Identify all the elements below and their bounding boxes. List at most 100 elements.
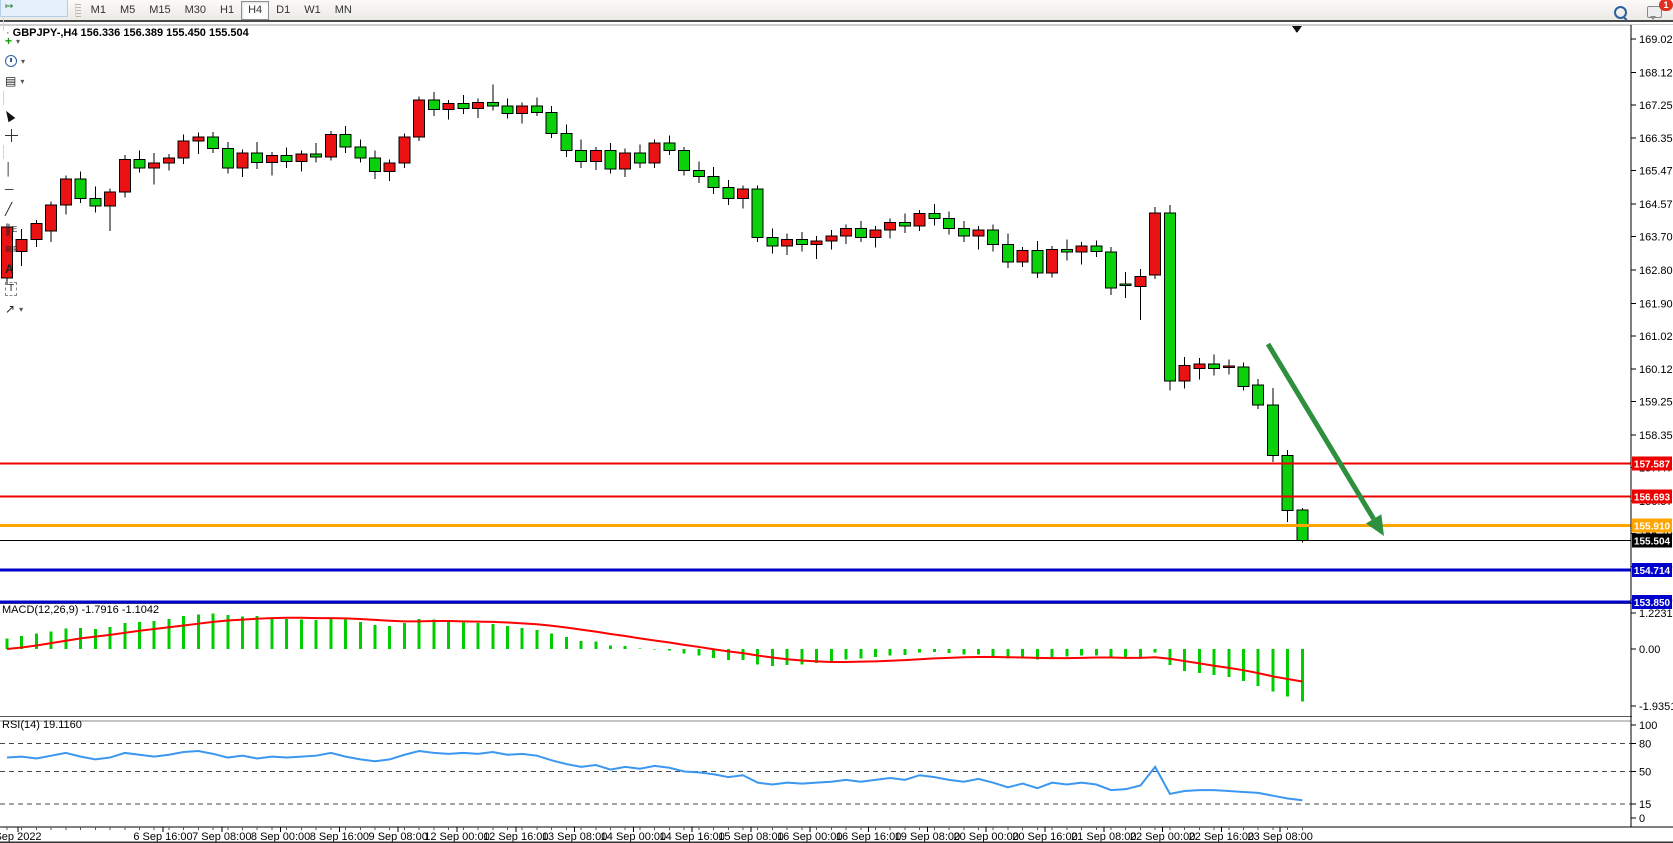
time-axis-label: 7 Sep 08:00 — [192, 831, 251, 843]
window-bottom-edge — [0, 841, 1673, 843]
candle — [1031, 241, 1044, 279]
candle-body — [207, 136, 220, 149]
price-tick-label: 165.475 — [1639, 166, 1673, 178]
candle — [737, 185, 749, 209]
timeframe-m5[interactable]: M5 — [119, 3, 136, 16]
macd-histogram-bar — [344, 619, 348, 649]
indicators-dropdown-icon[interactable]: ▾ — [16, 36, 21, 46]
macd-histogram-bar — [211, 613, 215, 649]
timeframe-m15[interactable]: M15 — [149, 3, 171, 16]
macd-histogram-bar — [1300, 649, 1304, 702]
candle — [589, 146, 602, 170]
candle — [133, 150, 146, 173]
candle — [339, 125, 352, 154]
candle — [1149, 206, 1162, 280]
macd-histogram-bar — [785, 649, 789, 666]
macd-histogram-bar — [550, 633, 554, 649]
vline-tool-icon: │ — [5, 162, 13, 176]
candle — [781, 233, 794, 256]
candle — [354, 139, 367, 163]
macd-histogram-bar — [285, 618, 289, 649]
hline-tool-button[interactable]: ─ — [0, 179, 68, 199]
candle — [1193, 358, 1206, 380]
crosshair-tool-button[interactable] — [0, 125, 68, 145]
time-axis-label: 22 Sep 00:00 — [1130, 831, 1195, 843]
macd-histogram-bar — [255, 616, 259, 649]
macd-signal-line — [6, 616, 1303, 683]
macd-histogram-bar — [962, 649, 966, 655]
macd-histogram-bar — [609, 645, 613, 649]
candle-body — [854, 227, 867, 238]
label-tool-button[interactable]: T — [0, 279, 68, 299]
macd-min-label: -1.9351 — [1639, 701, 1673, 713]
periods-button[interactable]: ▾ — [0, 51, 68, 71]
macd-histogram-bar — [1212, 649, 1216, 675]
timeframe-mn[interactable]: MN — [334, 3, 352, 16]
candle — [295, 150, 308, 172]
search-button[interactable] — [1609, 2, 1632, 22]
candle — [1266, 387, 1279, 463]
candle — [104, 188, 117, 231]
toolbar-buttons: +新订单◆☻◉●自动交易⊕⊖⊞▶↦+▾▾▤▾│─╱∥E≡FAT↗▾ — [0, 0, 68, 319]
cursor-tool-button[interactable] — [0, 105, 68, 125]
price-tick-label: 161.025 — [1639, 331, 1673, 343]
candle-body — [1163, 212, 1176, 382]
price-tick-label: 159.250 — [1639, 397, 1673, 409]
candle — [501, 98, 514, 119]
macd-histogram-bar — [167, 618, 171, 649]
time-axis-label: 6 Sep 16:00 — [133, 831, 192, 843]
candle-body — [530, 105, 543, 113]
candle — [575, 139, 588, 168]
timeframe-d1[interactable]: D1 — [276, 3, 291, 16]
fibonacci-tool-button[interactable]: ≡ F — [0, 239, 68, 259]
macd-histogram-bar — [329, 618, 333, 649]
macd-histogram-bar — [373, 624, 377, 649]
macd-histogram-bar — [1168, 649, 1172, 666]
timeframe-h4[interactable]: H4 — [241, 0, 270, 20]
time-axis-label: 23 Sep 08:00 — [1247, 831, 1312, 843]
macd-histogram-bar — [932, 649, 936, 652]
timeframe-h1[interactable]: H1 — [220, 3, 235, 16]
candle — [987, 224, 1000, 252]
chart-shift-marker[interactable] — [1292, 26, 1302, 33]
candle-body — [354, 146, 367, 159]
channel-tool-button[interactable]: ∥ E — [0, 219, 68, 239]
price-label-box — [1632, 594, 1672, 609]
rsi-tick-label: 15 — [1639, 799, 1651, 811]
time-axis-label: 8 Sep 16:00 — [310, 831, 369, 843]
notifications-button[interactable]: 1 — [1642, 0, 1673, 22]
rsi-tick-label: 100 — [1639, 720, 1657, 732]
templates-dropdown-icon[interactable]: ▾ — [20, 76, 25, 86]
time-axis-label: 19 Sep 08:00 — [895, 831, 960, 843]
arrows-tool-button[interactable]: ↗ ▾ — [0, 299, 68, 319]
timeframe-m1[interactable]: M1 — [90, 3, 106, 16]
candle — [928, 203, 941, 226]
candle — [442, 100, 455, 120]
templates-button[interactable]: ▤ ▾ — [0, 71, 68, 91]
price-tick-label: 166.350 — [1639, 133, 1673, 145]
chart-shift-button[interactable]: ↦ — [0, 0, 68, 17]
macd-indicator — [5, 613, 1304, 702]
candle — [59, 175, 72, 215]
candle-body — [913, 213, 926, 227]
periods-dropdown-icon[interactable]: ▾ — [21, 56, 26, 66]
trendline-tool-button[interactable]: ╱ — [0, 199, 68, 219]
candle — [89, 186, 102, 213]
candle-body — [928, 213, 941, 220]
text-tool-icon: A — [5, 262, 14, 276]
candle — [1281, 449, 1294, 523]
indicators-button[interactable]: + ▾ — [0, 31, 68, 51]
macd-histogram-bar — [903, 649, 907, 655]
toolbar: +新订单◆☻◉●自动交易⊕⊖⊞▶↦+▾▾▤▾│─╱∥E≡FAT↗▾ M1M5M1… — [0, 0, 1673, 315]
vline-tool-button[interactable]: │ — [0, 159, 68, 179]
timeframe-m30[interactable]: M30 — [184, 3, 207, 16]
candle — [1163, 205, 1176, 391]
timeframe-w1[interactable]: W1 — [304, 3, 321, 16]
arrows-tool-dropdown-icon[interactable]: ▾ — [19, 304, 24, 314]
macd-histogram-bar — [697, 649, 701, 656]
text-tool-button[interactable]: A — [0, 259, 68, 279]
candle — [663, 135, 676, 155]
macd-histogram-bar — [34, 633, 38, 649]
trend-arrow-annotation[interactable] — [1265, 342, 1384, 536]
